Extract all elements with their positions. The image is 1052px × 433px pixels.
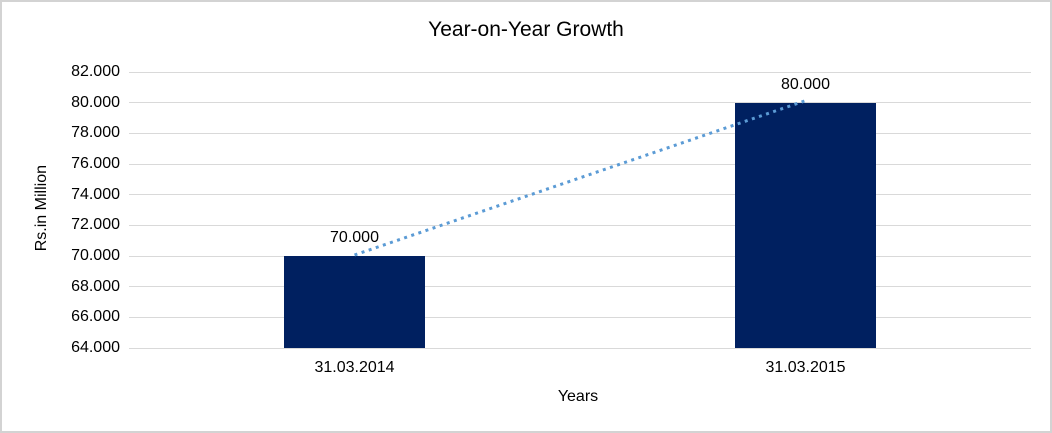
- gridline: [129, 163, 1031, 165]
- gridline: [129, 286, 1031, 288]
- x-tick-label: 31.03.2015: [765, 359, 846, 376]
- y-tick-label: 72.000: [71, 216, 120, 234]
- y-tick-label: 64.000: [71, 339, 120, 356]
- gridline: [129, 71, 1031, 73]
- y-tick-label: 82.000: [71, 63, 120, 80]
- bar-data-label: 80.000: [781, 75, 830, 93]
- y-axis-title-text: Rs.in Million: [33, 164, 50, 252]
- chart-title: Year-on-Year Growth: [428, 18, 624, 41]
- y-tick-label: 78.000: [71, 124, 120, 142]
- bar: [735, 102, 876, 348]
- gridline: [129, 347, 1031, 349]
- y-tick-label: 76.000: [71, 155, 120, 172]
- y-tick-label: 74.000: [71, 185, 120, 203]
- y-tick-label: 80.000: [71, 93, 120, 111]
- gridline: [129, 255, 1031, 257]
- gridline: [129, 194, 1031, 196]
- gridline: [129, 224, 1031, 226]
- gridline: [129, 316, 1031, 318]
- bar: [284, 256, 425, 348]
- bar-data-label: 70.000: [330, 229, 379, 246]
- y-tick-label: 66.000: [71, 308, 120, 326]
- gridline: [129, 102, 1031, 104]
- gridline: [129, 132, 1031, 134]
- y-tick-label: 70.000: [71, 247, 120, 264]
- y-tick-label: 68.000: [71, 277, 120, 295]
- x-axis-title: Years: [557, 388, 599, 405]
- x-tick-label: 31.03.2014: [314, 359, 395, 376]
